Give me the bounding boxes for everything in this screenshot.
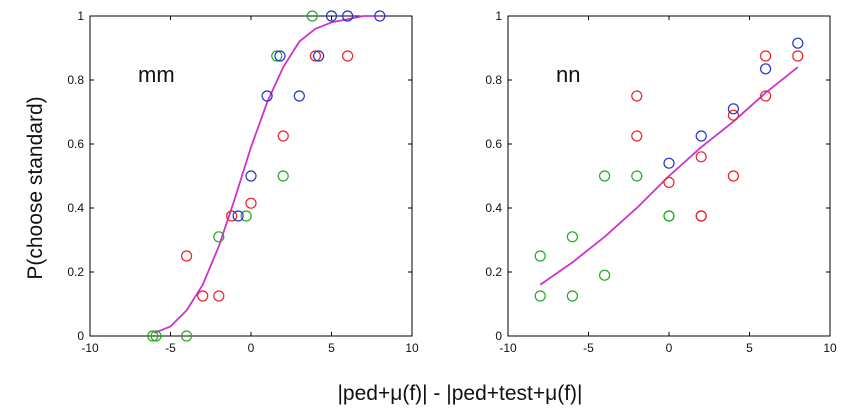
y-tick-label: 0.4 — [485, 201, 502, 215]
data-point-green — [147, 330, 159, 342]
data-point-blue — [245, 170, 257, 182]
data-point-green — [534, 290, 546, 302]
x-tick-label: 5 — [746, 341, 753, 355]
panel-label: nn — [556, 62, 580, 87]
data-point-red — [727, 109, 740, 121]
data-point-red — [695, 151, 707, 163]
data-point-blue — [325, 10, 338, 22]
data-point-green — [306, 10, 318, 22]
data-point-red — [759, 90, 772, 102]
data-point-blue — [374, 10, 386, 22]
data-point-green — [598, 269, 611, 281]
data-point-blue — [759, 63, 772, 75]
x-tick-label: -10 — [499, 341, 517, 355]
y-tick-label: 0.8 — [67, 73, 84, 87]
data-point-green — [663, 210, 675, 222]
data-point-blue — [663, 157, 675, 169]
data-point-red — [213, 290, 225, 302]
data-point-red — [245, 197, 257, 209]
data-point-green — [277, 170, 289, 182]
data-point-red — [197, 290, 209, 302]
data-point-green — [213, 231, 225, 243]
data-point-red — [759, 50, 772, 62]
fit-curve — [154, 15, 380, 334]
data-point-blue — [342, 10, 354, 22]
data-point-red — [663, 176, 675, 188]
data-point-green — [566, 290, 579, 302]
data-point-blue — [313, 50, 325, 62]
data-point-red — [695, 210, 707, 222]
data-point-red — [226, 210, 238, 222]
y-tick-label: 0.6 — [485, 137, 502, 151]
y-tick-label: 0.2 — [485, 265, 502, 279]
data-point-blue — [293, 90, 305, 102]
x-axis-label: |ped+μ(f)| - |ped+test+μ(f)| — [337, 382, 582, 405]
data-point-red — [792, 50, 804, 62]
data-point-red — [342, 50, 354, 62]
x-tick-label: 10 — [405, 341, 419, 355]
y-tick-label: 1 — [77, 9, 84, 23]
x-tick-label: -5 — [583, 341, 594, 355]
data-point-red — [631, 90, 643, 102]
data-point-red — [181, 250, 193, 262]
data-point-blue — [274, 50, 286, 62]
data-point-blue — [695, 130, 707, 142]
panel-nn: -10 -5 0 5 10 0 0.2 0.4 0.6 0.8 1 nn — [485, 9, 837, 355]
panel-label: mm — [138, 62, 175, 87]
x-tick-label: -5 — [165, 341, 176, 355]
y-tick-label: 0.2 — [67, 265, 84, 279]
y-tick-label: 0 — [495, 329, 502, 343]
data-point-red — [309, 50, 321, 62]
data-point-red — [727, 170, 740, 182]
data-point-red — [631, 130, 643, 142]
x-tick-label: 0 — [666, 341, 673, 355]
data-point-blue — [261, 90, 273, 102]
data-point-red — [277, 130, 289, 142]
data-point-green — [240, 210, 252, 222]
y-tick-label: 0.8 — [485, 73, 502, 87]
data-point-green — [181, 330, 193, 342]
data-point-blue — [727, 103, 740, 115]
data-point-green — [271, 50, 283, 62]
x-tick-label: 0 — [248, 341, 255, 355]
data-point-green — [566, 231, 579, 243]
data-point-green — [598, 170, 611, 182]
panel-mm: -10 -5 0 5 10 0 0.2 0.4 0.6 0.8 1 mm — [67, 9, 419, 355]
data-point-blue — [792, 37, 804, 49]
x-tick-label: 10 — [823, 341, 837, 355]
y-tick-label: 0.6 — [67, 137, 84, 151]
y-tick-label: 0 — [77, 329, 84, 343]
fit-curve — [539, 66, 799, 286]
data-point-blue — [232, 210, 244, 222]
data-point-green — [150, 330, 162, 342]
data-point-green — [534, 250, 546, 262]
data-point-green — [631, 170, 643, 182]
y-axis-label: P(choose standard) — [24, 96, 47, 279]
x-tick-label: -10 — [81, 341, 99, 355]
x-tick-label: 5 — [328, 341, 335, 355]
y-tick-label: 1 — [495, 9, 502, 23]
y-tick-label: 0.4 — [67, 201, 84, 215]
